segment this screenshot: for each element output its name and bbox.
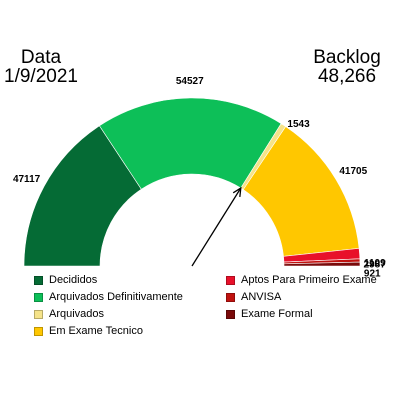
- data-date-block: Data 1/9/2021: [2, 48, 80, 86]
- gauge-segment-exame-formal: [283, 261, 361, 267]
- legend-item-anvisa: ANVISA: [226, 291, 281, 303]
- gauge-needle-arrowhead: [232, 186, 242, 198]
- legend-item-arquivados-definitivamente: Arquivados Definitivamente: [34, 291, 183, 303]
- legend-swatch: [226, 309, 235, 319]
- gauge-needle: [191, 187, 242, 267]
- legend-label: Aptos Para Primeiro Exame: [241, 274, 377, 286]
- value-label-decididos: 47117: [13, 174, 41, 185]
- gauge-needle-group: [191, 186, 242, 267]
- gauge-segments: [23, 97, 361, 267]
- legend-label: Decididos: [49, 274, 98, 286]
- legend-item-em-exame-tecnico: Em Exame Tecnico: [34, 325, 143, 337]
- backlog-title: Backlog: [313, 47, 381, 68]
- value-label-exame-formal: 1109: [364, 258, 386, 269]
- legend-label: Arquivados: [49, 308, 105, 320]
- value-label-arquivados: 1543: [287, 119, 310, 130]
- data-title: Data: [20, 47, 62, 68]
- legend-label: Exame Formal: [241, 308, 313, 320]
- value-label-em-exame-tecnico: 41705: [339, 166, 367, 177]
- legend-label: Em Exame Tecnico: [49, 325, 143, 337]
- legend-swatch: [34, 292, 43, 302]
- legend-item-arquivados: Arquivados: [34, 308, 104, 320]
- value-label-anvisa: 921: [364, 268, 381, 279]
- legend-label: Arquivados Definitivamente: [49, 291, 183, 303]
- legend-item-decididos: Decididos: [34, 274, 97, 286]
- legend-swatch: [34, 309, 43, 319]
- legend-swatch: [226, 275, 235, 285]
- data-date-value: 1/9/2021: [4, 66, 78, 87]
- legend-swatch: [34, 326, 43, 336]
- legend-swatch: [226, 292, 235, 302]
- legend-label: ANVISA: [241, 291, 282, 303]
- value-label-arquivados-definitivamente: 54527: [176, 76, 204, 87]
- legend-swatch: [34, 275, 43, 285]
- backlog-value: 48,266: [317, 66, 377, 87]
- legend-item-aptos-para-primeiro-exame: Aptos Para Primeiro Exame: [226, 274, 377, 286]
- value-label-aptos-para-primeiro-exame: 2987: [364, 260, 387, 271]
- legend-item-exame-formal: Exame Formal: [226, 308, 313, 320]
- backlog-block: Backlog 48,266: [302, 48, 392, 86]
